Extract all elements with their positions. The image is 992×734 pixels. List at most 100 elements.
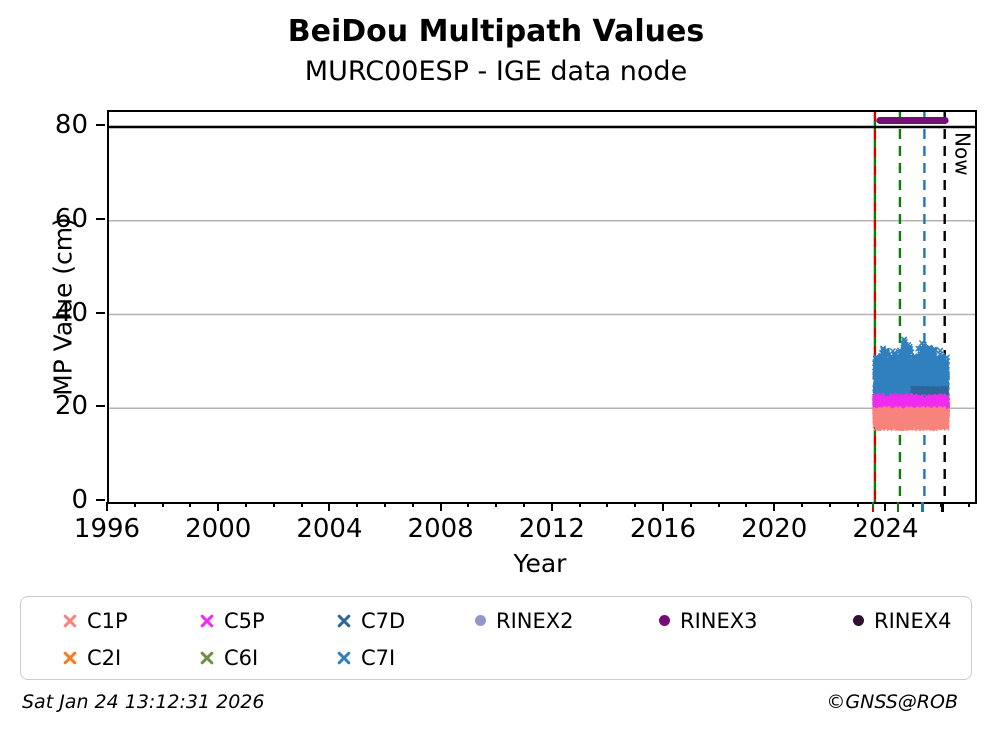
event-line-green-1-axis-stub (871, 502, 875, 512)
legend-item-C1P: C1P (63, 602, 200, 639)
y-tick-label-20: 20 (54, 391, 88, 422)
x-tick-label-2008: 2008 (407, 514, 474, 544)
c7i-marker-icon (337, 651, 351, 664)
legend-item-RINEX4: RINEX4 (853, 602, 973, 639)
now-line-axis-stub (941, 502, 944, 512)
now-line-label: Now (950, 132, 975, 176)
x-minor-tick-2006 (384, 502, 386, 507)
x-axis-label-text: Year (513, 549, 567, 578)
x-minor-tick-2002 (272, 502, 275, 507)
c5p-marker-icon (200, 614, 214, 627)
x-minor-tick-2013 (578, 502, 581, 507)
x-minor-tick-1997 (133, 502, 136, 507)
x-minor-tick-2003 (300, 502, 303, 507)
x-minor-tick-2026 (940, 502, 943, 507)
rinex2-marker-icon (475, 615, 486, 626)
legend-item-RINEX3: RINEX3 (659, 602, 853, 639)
x-minor-tick-2007 (411, 502, 414, 507)
legend-item-C2I: C2I (63, 639, 200, 676)
legend-column-5: RINEX3 (659, 602, 853, 639)
x-minor-tick-2015 (634, 502, 637, 507)
legend-label-RINEX4: RINEX4 (874, 608, 952, 633)
x-minor-tick-1999 (189, 502, 192, 507)
x-minor-tick-2021 (801, 502, 804, 507)
series-C1P-points (872, 405, 950, 432)
x-major-tick-2012 (550, 502, 553, 511)
legend-label-C5P: C5P (224, 608, 265, 633)
legend-item-C7D: C7D (337, 602, 475, 639)
chart-subtitle: MURC00ESP - IGE data node (304, 56, 688, 87)
y-tick-label-60: 60 (54, 203, 88, 234)
y-tick-40 (96, 311, 105, 314)
y-tick-80 (96, 124, 105, 126)
x-major-tick-2008 (439, 502, 442, 511)
c7d-marker-icon (337, 614, 351, 627)
x-major-tick-2000 (217, 502, 220, 511)
x-tick-label-2024: 2024 (852, 514, 919, 544)
x-axis-label: Year (0, 549, 992, 578)
y-tick-20 (96, 405, 105, 408)
c2i-marker-icon (63, 651, 77, 664)
y-tick-label-80: 80 (54, 110, 88, 140)
y-tick-0 (96, 499, 105, 501)
legend-label-RINEX3: RINEX3 (680, 608, 758, 633)
x-tick-label-2000: 2000 (185, 514, 252, 544)
x-minor-tick-2027 (967, 502, 970, 507)
legend-label-C6I: C6I (224, 645, 259, 670)
x-tick-label-2012: 2012 (518, 514, 585, 544)
scatter-plot-svg (109, 112, 975, 502)
y-tick-label-0: 0 (71, 485, 88, 515)
x-minor-tick-2018 (717, 502, 720, 507)
x-major-tick-2004 (328, 502, 331, 511)
legend-column-6: RINEX4 (853, 602, 973, 639)
rinex3-marker-icon (659, 615, 670, 626)
chart-title: BeiDou Multipath Values (287, 14, 705, 49)
x-minor-tick-2022 (828, 502, 831, 507)
y-tick-label-40: 40 (54, 297, 88, 328)
legend-label-C7D: C7D (361, 608, 406, 633)
legend-label-C7I: C7I (361, 645, 396, 670)
x-tick-label-2016: 2016 (629, 514, 697, 544)
x-minor-tick-2014 (606, 502, 609, 507)
rinex4-marker-icon (853, 615, 864, 626)
x-minor-tick-2005 (356, 502, 359, 507)
y-axis-label: MP Value (cm) (48, 217, 78, 396)
x-minor-tick-2025 (912, 502, 915, 507)
legend-column-1: C1P C2I (63, 602, 200, 676)
legend-item-C5P: C5P (200, 602, 337, 639)
legend-column-2: C5P C6I (200, 602, 337, 676)
x-minor-tick-2009 (467, 502, 470, 507)
legend-item-C7I: C7I (337, 639, 475, 676)
event-line-blue-axis-stub (921, 502, 924, 512)
legend-label-C2I: C2I (87, 645, 122, 670)
footer-timestamp: Sat Jan 24 13:12:31 2026 (22, 691, 265, 713)
legend-item-RINEX2: RINEX2 (475, 602, 659, 639)
x-minor-tick-2010 (495, 502, 498, 507)
x-tick-label-1996: 1996 (73, 514, 141, 544)
x-minor-tick-2019 (745, 502, 748, 507)
legend-label-RINEX2: RINEX2 (496, 608, 574, 633)
c1p-marker-icon (63, 614, 77, 627)
legend: C1P C2I C5P C6I C7D C7I RINEX2 RINEX3 RINEX4 (20, 596, 972, 680)
x-minor-tick-2023 (856, 502, 859, 507)
legend-column-4: RINEX2 (475, 602, 659, 639)
plot-area: Now (107, 110, 977, 504)
x-minor-tick-2001 (245, 502, 247, 507)
x-minor-tick-2011 (523, 502, 525, 507)
x-major-tick-2024 (884, 502, 887, 511)
c6i-marker-icon (200, 651, 214, 664)
legend-item-C6I: C6I (200, 639, 337, 676)
x-minor-tick-2017 (689, 502, 692, 507)
y-tick-60 (96, 217, 105, 220)
x-major-tick-2020 (773, 502, 776, 511)
x-tick-label-2004: 2004 (296, 514, 363, 544)
legend-column-3: C7D C7I (337, 602, 475, 676)
footer-copyright: ©GNSS@ROB (826, 691, 958, 713)
x-minor-tick-1998 (161, 502, 164, 507)
x-major-tick-2016 (662, 502, 665, 511)
series-RINEX3-bar (876, 116, 949, 124)
legend-label-C1P: C1P (87, 608, 128, 633)
x-major-tick-1996 (106, 502, 108, 511)
x-tick-label-2020: 2020 (741, 514, 808, 544)
